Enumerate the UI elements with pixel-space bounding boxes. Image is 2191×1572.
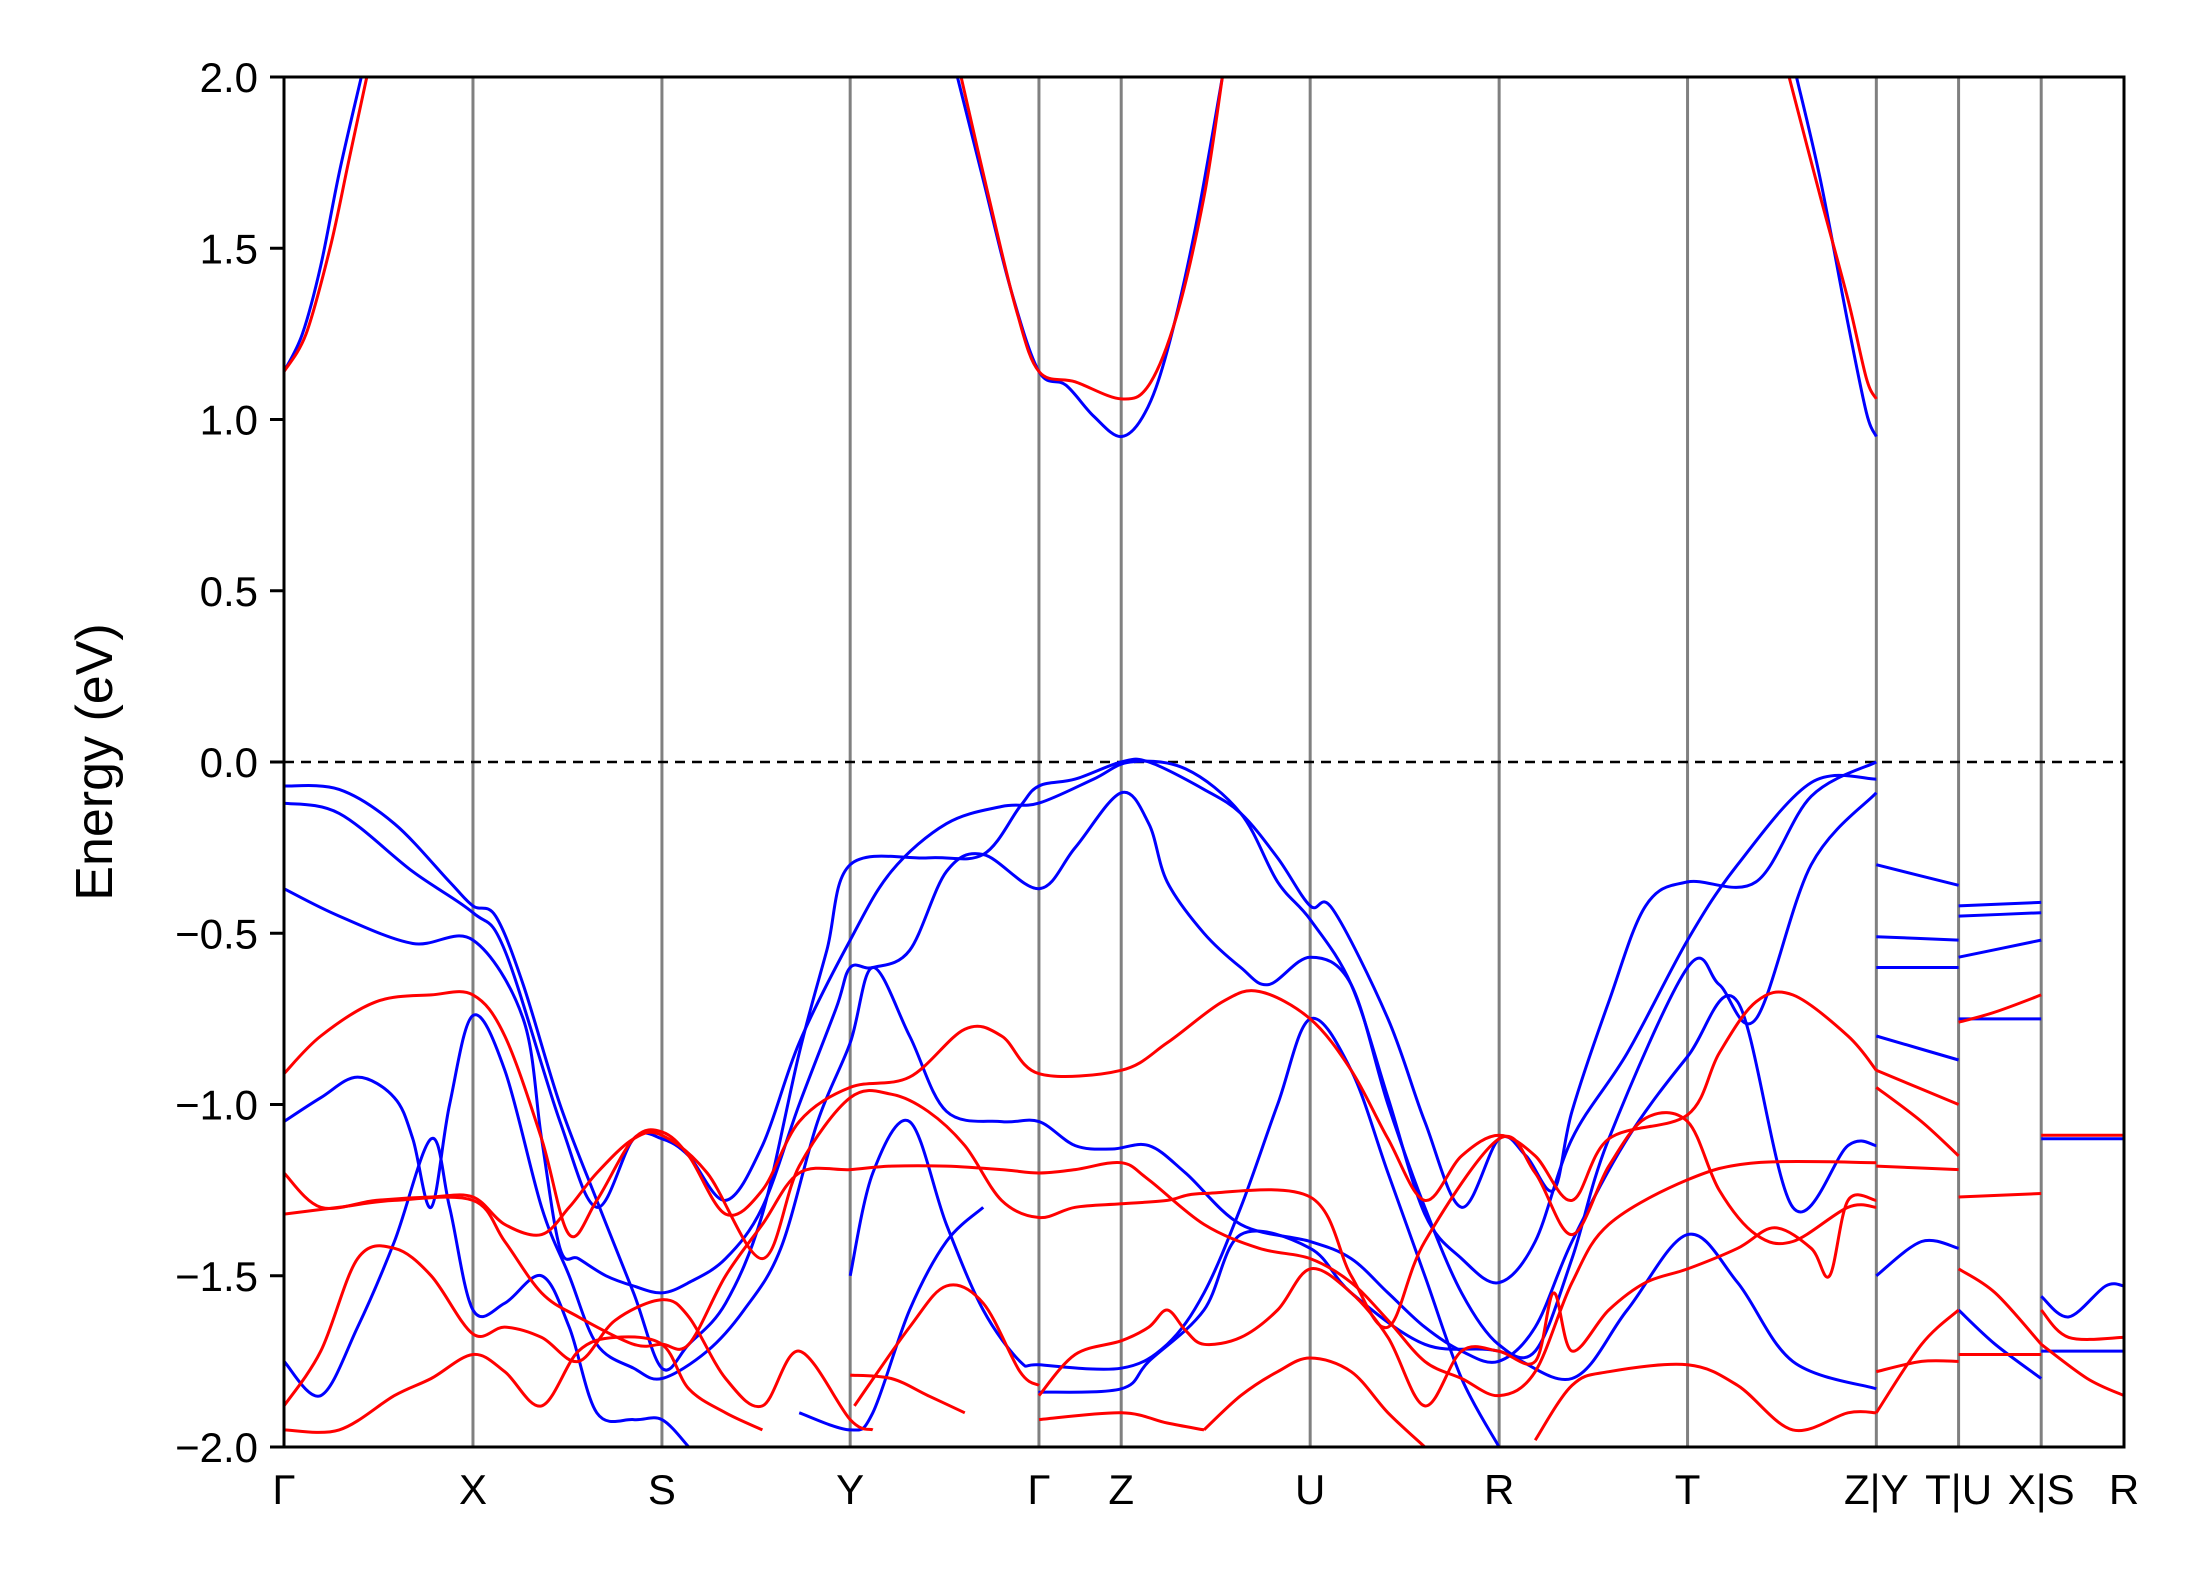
- band-line: [284, 989, 1878, 1239]
- x-tick-label: U: [1295, 1466, 1325, 1513]
- x-tick-label: R: [1484, 1466, 1514, 1513]
- y-tick-label: −1.0: [175, 1082, 258, 1129]
- y-axis-label: Energy (eV): [66, 623, 124, 900]
- band-line: [284, 759, 1877, 1285]
- band-line: [2040, 1343, 2124, 1397]
- y-tick-label: −0.5: [175, 910, 258, 957]
- x-tick-label: Y: [836, 1466, 864, 1513]
- band-line: [2040, 1282, 2124, 1319]
- band-line: [1875, 1359, 1959, 1374]
- band-line: [1876, 1164, 1959, 1172]
- band-line: [284, 1159, 1877, 1398]
- band-line: [1533, 1362, 1877, 1442]
- y-tick-label: 1.5: [200, 225, 258, 272]
- x-tick-label: Z|Y: [1844, 1466, 1909, 1513]
- band-line: [284, 77, 363, 373]
- band-line: [1038, 1229, 1877, 1394]
- x-tick-label: X: [459, 1466, 487, 1513]
- band-line: [1787, 77, 1878, 400]
- y-tick-label: 0.0: [200, 739, 258, 786]
- band-line: [1202, 1356, 1426, 1447]
- y-tick-label: −2.0: [175, 1424, 258, 1471]
- x-tick-label: T: [1675, 1466, 1701, 1513]
- band-line: [284, 1335, 764, 1434]
- band-line: [1876, 935, 1959, 942]
- band-series-1: [284, 77, 2124, 1447]
- y-tick-label: −1.5: [175, 1253, 258, 1300]
- x-tick-label: R: [2109, 1466, 2139, 1513]
- x-tick-label: Γ: [272, 1466, 295, 1513]
- x-tick-label: S: [648, 1466, 676, 1513]
- band-line: [1875, 1238, 1959, 1277]
- y-tick-label: 2.0: [200, 54, 258, 101]
- band-line: [284, 790, 1878, 1360]
- band-line: [284, 1137, 690, 1447]
- x-tick-label: T|U: [1925, 1466, 1992, 1513]
- band-line: [2040, 1308, 2124, 1341]
- band-line: [1958, 911, 2042, 918]
- band-line: [850, 1373, 966, 1415]
- band-line: [284, 77, 369, 373]
- y-axis: 2.0 1.5 1.0 0.5 0.0 −0.5 −1.0 −1.5 −2.0: [175, 54, 284, 1471]
- band-line: [1958, 900, 2042, 908]
- band-series-0: [284, 77, 2124, 1447]
- band-line: [1795, 77, 1878, 438]
- bands-layer: [284, 77, 2124, 1447]
- x-tick-label: Z: [1108, 1466, 1134, 1513]
- band-line: [1958, 938, 2042, 959]
- band-line: [853, 1283, 1040, 1407]
- x-tick-label: X|S: [2008, 1466, 2075, 1513]
- band-line: [1957, 1308, 2043, 1380]
- band-line: [284, 1244, 874, 1432]
- y-tick-label: 1.0: [200, 397, 258, 444]
- x-tick-label: Γ: [1027, 1466, 1050, 1513]
- x-axis: Γ X S Y Γ Z U R T Z|Y T|U X|S R: [272, 1466, 2139, 1513]
- band-line: [1875, 1086, 1960, 1158]
- band-line: [1875, 1308, 1960, 1414]
- band-line: [1957, 1267, 2043, 1346]
- band-line: [1875, 1068, 1960, 1106]
- band-line: [284, 966, 1877, 1381]
- band-line: [798, 1206, 985, 1432]
- band-line: [1038, 1411, 1205, 1432]
- band-line: [1875, 863, 1959, 887]
- band-line: [1958, 1192, 2042, 1199]
- band-line: [848, 1016, 1501, 1447]
- band-line: [284, 1089, 1877, 1330]
- band-line: [1875, 1034, 1960, 1062]
- band-line: [955, 77, 1224, 439]
- band-line: [1958, 993, 2042, 1024]
- band-line: [1037, 1193, 1877, 1408]
- band-line: [284, 757, 1877, 1372]
- band-line: [959, 77, 1224, 401]
- y-tick-label: 0.5: [200, 568, 258, 615]
